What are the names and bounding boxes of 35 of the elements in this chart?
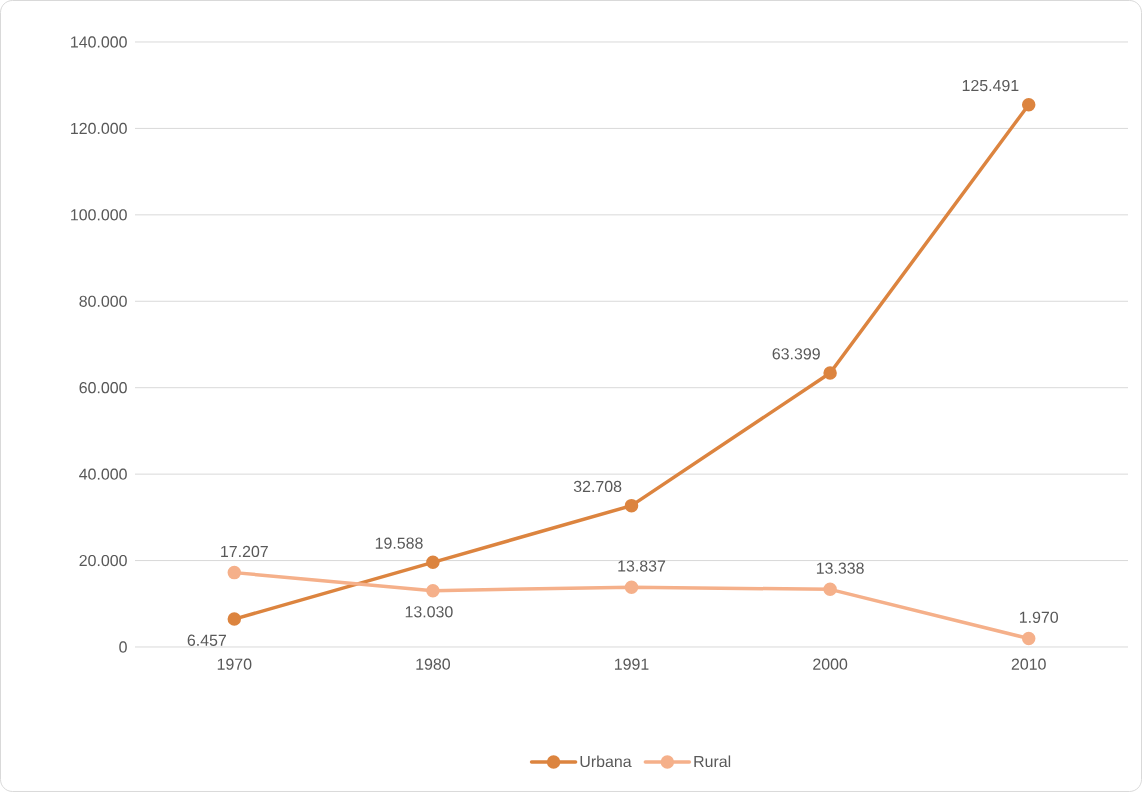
point bbox=[227, 612, 242, 626]
x-tick-label: 2000 bbox=[813, 658, 848, 670]
data-label: 1.970 bbox=[1019, 611, 1059, 623]
x-tick-label: 1991 bbox=[615, 658, 649, 670]
y-tick-label: 120.000 bbox=[71, 122, 127, 135]
point bbox=[624, 580, 639, 594]
y-tick-label: 100.000 bbox=[71, 209, 127, 221]
y-tick-label: 20.000 bbox=[79, 554, 127, 567]
data-label: 13.338 bbox=[816, 562, 864, 574]
data-label: 6.457 bbox=[187, 634, 226, 646]
x-tick-label: 1980 bbox=[416, 658, 450, 670]
point bbox=[1021, 97, 1036, 112]
point bbox=[823, 582, 837, 597]
data-label: 13.030 bbox=[405, 606, 453, 618]
legend-label: Urbana bbox=[580, 755, 632, 768]
data-label: 32.708 bbox=[573, 480, 622, 493]
x-tick-label: 2010 bbox=[1011, 658, 1046, 670]
point bbox=[227, 565, 242, 580]
legend-label: Rural bbox=[694, 755, 731, 768]
data-label: 125.491 bbox=[962, 79, 1019, 92]
y-tick-label: 80.000 bbox=[79, 295, 127, 307]
y-tick-label: 0 bbox=[119, 641, 127, 653]
point bbox=[823, 366, 837, 380]
data-label: 19.588 bbox=[375, 537, 423, 549]
data-label: 17.207 bbox=[221, 545, 268, 558]
y-tick-label: 140.000 bbox=[71, 36, 127, 48]
data-label: 13.837 bbox=[618, 560, 666, 572]
point bbox=[1021, 631, 1036, 646]
point bbox=[426, 583, 440, 598]
data-label: 63.399 bbox=[772, 348, 820, 360]
point bbox=[426, 555, 440, 570]
x-tick-label: 1970 bbox=[217, 658, 252, 670]
y-tick-label: 60.000 bbox=[79, 382, 127, 394]
point bbox=[624, 498, 639, 513]
y-tick-label: 40.000 bbox=[79, 468, 127, 480]
